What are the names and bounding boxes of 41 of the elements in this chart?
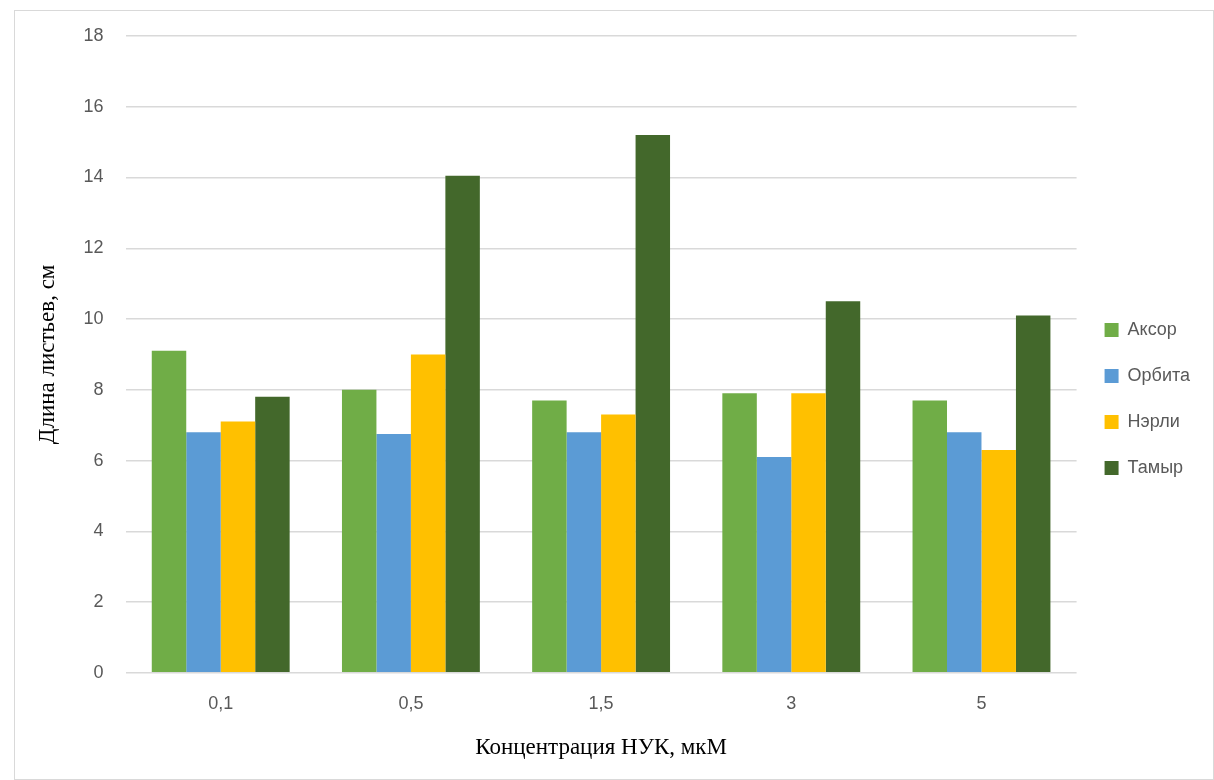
bar (532, 400, 567, 673)
bar (445, 175, 480, 673)
bar (1015, 315, 1051, 673)
y-tick-label: 10 (83, 307, 104, 328)
x-tick-label: 1,5 (588, 692, 614, 713)
y-tick-label: 4 (93, 520, 104, 541)
legend-label: Орбита (1127, 364, 1191, 385)
bar (947, 432, 982, 673)
bar (981, 449, 1016, 673)
x-tick-label: 3 (786, 692, 797, 713)
y-tick-label: 0 (93, 661, 104, 682)
bar (376, 434, 411, 673)
bar (220, 421, 256, 673)
y-tick-label: 8 (93, 378, 104, 399)
bar (791, 393, 826, 673)
y-axis-title: Длина листьев, см (33, 264, 59, 445)
x-tick-label: 0,1 (208, 692, 234, 713)
bar (566, 432, 602, 673)
legend-label: Тамыр (1127, 456, 1184, 477)
y-tick-label: 2 (93, 591, 104, 612)
bar (601, 414, 636, 673)
bar (756, 457, 792, 673)
bar (255, 396, 290, 673)
bar (186, 432, 221, 673)
bar (151, 350, 187, 673)
bar (341, 389, 377, 673)
bar (912, 400, 947, 673)
y-tick-label: 18 (83, 24, 104, 45)
x-tick-label: 0,5 (398, 692, 424, 713)
x-axis-title: Концентрация НУК, мкМ (475, 734, 727, 760)
y-tick-label: 14 (83, 166, 104, 187)
bar (722, 393, 757, 673)
legend-label: Аксор (1127, 318, 1177, 339)
bar (825, 301, 861, 673)
y-tick-label: 16 (83, 95, 104, 116)
y-tick-label: 6 (93, 449, 104, 470)
y-tick-label: 12 (83, 237, 104, 258)
x-tick-label: 5 (976, 692, 987, 713)
bar (410, 354, 446, 673)
bar (635, 135, 671, 673)
legend-label: Нэрли (1127, 410, 1180, 431)
